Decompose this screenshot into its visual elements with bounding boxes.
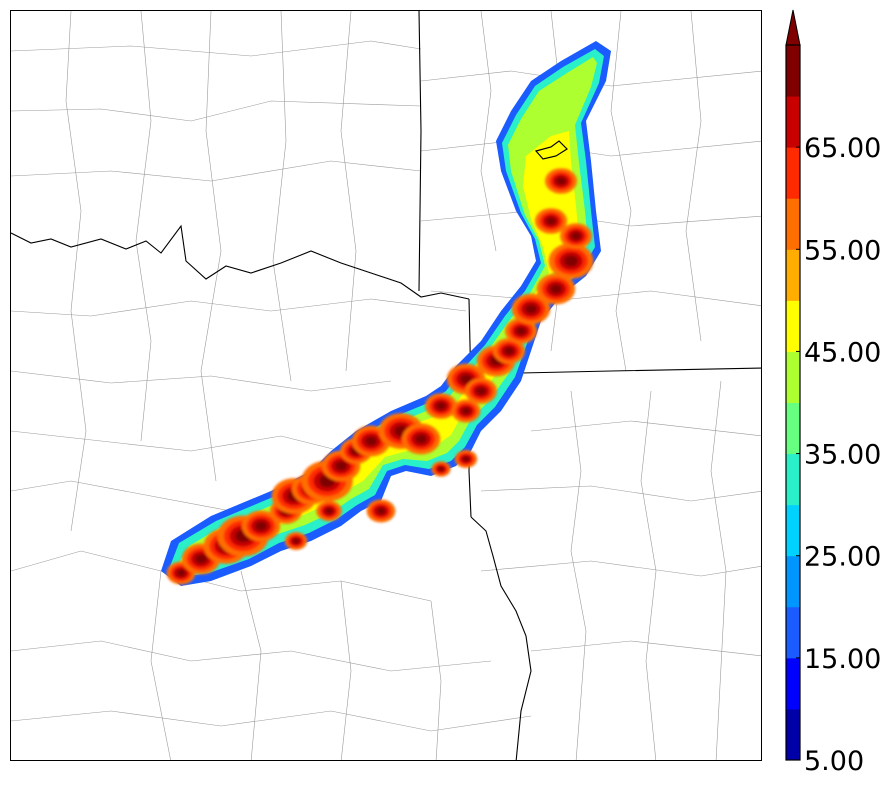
storm-cell	[365, 436, 377, 446]
storm-cell	[195, 554, 207, 564]
colorbar-tick-label: 35.00	[804, 440, 881, 471]
colorbar-segment	[786, 96, 800, 148]
colorbar-tick-label: 55.00	[804, 235, 881, 266]
colorbar-segment	[786, 606, 800, 659]
colorbar-segment	[786, 198, 800, 250]
storm-cell	[556, 177, 566, 185]
storm-cell	[460, 374, 472, 384]
colorbar-tick-label: 65.00	[804, 133, 881, 164]
storm-cell	[462, 456, 470, 462]
storm-cell	[525, 304, 537, 314]
colorbar: 5.00 15.00 25.00 35.00 45.00 55.00 65.00	[785, 9, 881, 777]
colorbar-frame	[785, 44, 801, 761]
storm-cell	[504, 347, 514, 355]
colorbar-tick-label: 45.00	[804, 337, 881, 368]
colorbar-segments	[786, 45, 800, 761]
storm-cell	[438, 466, 444, 472]
colorbar-segment	[786, 453, 800, 506]
storm-cell	[564, 255, 578, 267]
map-canvas	[11, 11, 761, 760]
colorbar-tick-label: 5.00	[804, 746, 864, 777]
colorbar-extend-arrow	[785, 9, 801, 46]
storm-cells	[166, 168, 594, 585]
storm-cell	[571, 232, 581, 240]
colorbar-tick-label: 25.00	[804, 542, 881, 573]
storm-cell	[415, 434, 427, 444]
colorbar-segment	[786, 147, 800, 199]
colorbar-segment	[786, 402, 800, 455]
storm-cell	[436, 402, 446, 410]
storm-cell	[292, 538, 300, 544]
storm-cell	[255, 521, 267, 531]
storm-cell	[516, 327, 526, 335]
colorbar-segment	[786, 708, 800, 761]
colorbar-tick-labels: 5.00 15.00 25.00 35.00 45.00 55.00 65.00	[796, 133, 881, 777]
storm-cell	[476, 387, 486, 395]
colorbar-segment	[786, 351, 800, 403]
storm-cell	[376, 507, 386, 515]
state-boundaries	[11, 11, 761, 760]
reflectivity-map	[10, 10, 762, 761]
colorbar-segment	[786, 45, 800, 97]
colorbar-segment	[786, 504, 800, 557]
storm-cell	[461, 407, 471, 415]
colorbar-segment	[786, 657, 800, 710]
county-boundaries	[11, 11, 761, 760]
storm-cell	[335, 461, 347, 471]
colorbar-tick-label: 15.00	[804, 644, 881, 675]
storm-cell	[325, 507, 333, 515]
colorbar-segment	[786, 300, 800, 352]
lake-outline	[534, 140, 568, 160]
colorbar-segment	[786, 249, 800, 301]
storm-cell	[546, 217, 556, 225]
colorbar-segment	[786, 555, 800, 608]
storm-cell	[550, 284, 562, 294]
storm-cell	[176, 569, 186, 577]
